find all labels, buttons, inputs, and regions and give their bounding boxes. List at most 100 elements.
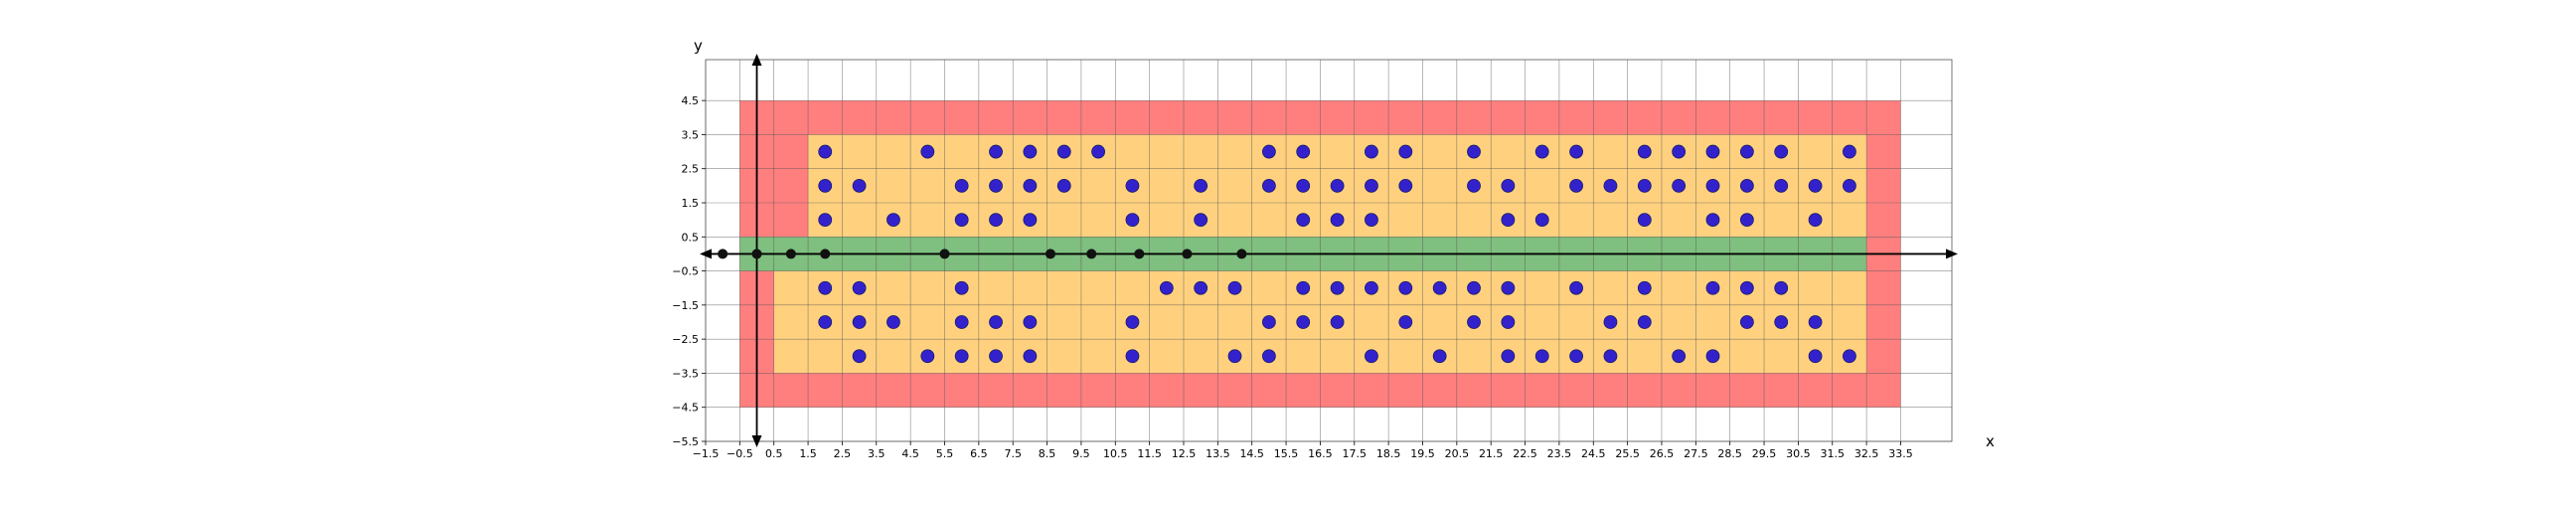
x-tick-label: 8.5 — [1039, 447, 1056, 460]
x-tick-label: 17.5 — [1343, 447, 1368, 460]
y-tick-label: −1.5 — [672, 299, 699, 312]
data-point — [1023, 178, 1038, 193]
data-point — [1569, 280, 1583, 295]
x-axis-arrow-right — [1946, 249, 1958, 259]
data-point — [1774, 280, 1789, 295]
data-point — [1808, 178, 1823, 193]
data-point — [1534, 144, 1549, 159]
data-point — [989, 213, 1003, 228]
data-point — [1739, 213, 1754, 228]
y-axis-arrow-down — [751, 435, 762, 447]
data-point — [989, 144, 1003, 159]
x-tick-label: 24.5 — [1581, 447, 1606, 460]
x-tick-label: 9.5 — [1072, 447, 1090, 460]
data-point — [920, 349, 935, 364]
axis-point — [939, 249, 950, 259]
data-point — [954, 315, 969, 329]
y-tick-label: 1.5 — [682, 197, 700, 210]
data-point — [1637, 213, 1652, 228]
axis-point — [1182, 249, 1193, 259]
data-point — [1739, 144, 1754, 159]
y-tick-label: 2.5 — [682, 163, 700, 176]
y-tick-label: 0.5 — [682, 231, 700, 244]
x-tick-label: 6.5 — [970, 447, 988, 460]
data-point — [1705, 280, 1720, 295]
data-point — [852, 178, 867, 193]
axis-point — [1086, 249, 1097, 259]
x-tick-label: 18.5 — [1376, 447, 1401, 460]
data-point — [1467, 315, 1481, 329]
data-point — [1398, 144, 1413, 159]
data-point — [1467, 280, 1481, 295]
data-point — [1398, 280, 1413, 295]
data-point — [1705, 213, 1720, 228]
data-point — [954, 280, 969, 295]
data-point — [1365, 144, 1378, 159]
data-point — [1159, 280, 1174, 295]
x-tick-label: 20.5 — [1445, 447, 1470, 460]
x-tick-label: 10.5 — [1103, 447, 1128, 460]
x-tick-label: 21.5 — [1479, 447, 1504, 460]
x-tick-label: 16.5 — [1308, 447, 1333, 460]
data-point — [1501, 349, 1516, 364]
data-point — [1365, 213, 1378, 228]
data-point — [1261, 144, 1276, 159]
y-tick-label: −0.5 — [672, 265, 699, 278]
data-point — [1365, 349, 1378, 364]
x-axis-label: x — [1986, 432, 1995, 450]
data-point — [1808, 315, 1823, 329]
x-tick-label: 27.5 — [1684, 447, 1708, 460]
data-point — [1125, 315, 1140, 329]
data-point — [1467, 144, 1481, 159]
data-point — [818, 178, 833, 193]
data-point — [1023, 213, 1038, 228]
axis-point — [718, 249, 728, 259]
x-tick-label: 33.5 — [1888, 447, 1913, 460]
data-point — [1705, 349, 1720, 364]
data-point — [1569, 349, 1583, 364]
tick-labels: −1.5 −0.5 0.5 1.5 2.5 3.5 4.5 5.5 6.5 7.5 8.5 9.5 10… — [672, 94, 1912, 460]
data-point — [1501, 178, 1516, 193]
data-point — [1023, 144, 1038, 159]
data-point — [1398, 315, 1413, 329]
data-point — [1569, 144, 1583, 159]
data-point — [1705, 178, 1720, 193]
data-point — [1501, 213, 1516, 228]
data-point — [1774, 144, 1789, 159]
data-point — [1296, 144, 1311, 159]
data-point — [1056, 178, 1071, 193]
data-point — [1023, 349, 1038, 364]
axis-point — [751, 249, 762, 259]
x-tick-label: 3.5 — [868, 447, 886, 460]
x-tick-label: 2.5 — [834, 447, 852, 460]
y-tick-label: 3.5 — [682, 128, 700, 141]
data-point — [1365, 280, 1378, 295]
axis-point — [785, 249, 796, 259]
x-tick-label: 29.5 — [1752, 447, 1777, 460]
data-point — [818, 144, 833, 159]
data-point — [1672, 178, 1687, 193]
data-point — [1739, 178, 1754, 193]
data-point — [1672, 144, 1687, 159]
data-point — [989, 349, 1003, 364]
data-point — [954, 178, 969, 193]
points-layer — [818, 144, 1856, 364]
x-tick-label: 26.5 — [1650, 447, 1675, 460]
data-point — [1056, 144, 1071, 159]
data-point — [1330, 315, 1345, 329]
axis-point — [1045, 249, 1055, 259]
axis-point — [1134, 249, 1145, 259]
x-tick-label: 11.5 — [1137, 447, 1162, 460]
data-point — [1501, 280, 1516, 295]
x-tick-label: 14.5 — [1239, 447, 1264, 460]
x-tick-label: 0.5 — [765, 447, 783, 460]
y-tick-label: −5.5 — [672, 435, 699, 448]
data-point — [1330, 280, 1345, 295]
data-point — [852, 349, 867, 364]
data-point — [1398, 178, 1413, 193]
x-tick-label: 30.5 — [1786, 447, 1811, 460]
data-point — [1843, 144, 1856, 159]
data-point — [1261, 315, 1276, 329]
data-point — [1534, 213, 1549, 228]
